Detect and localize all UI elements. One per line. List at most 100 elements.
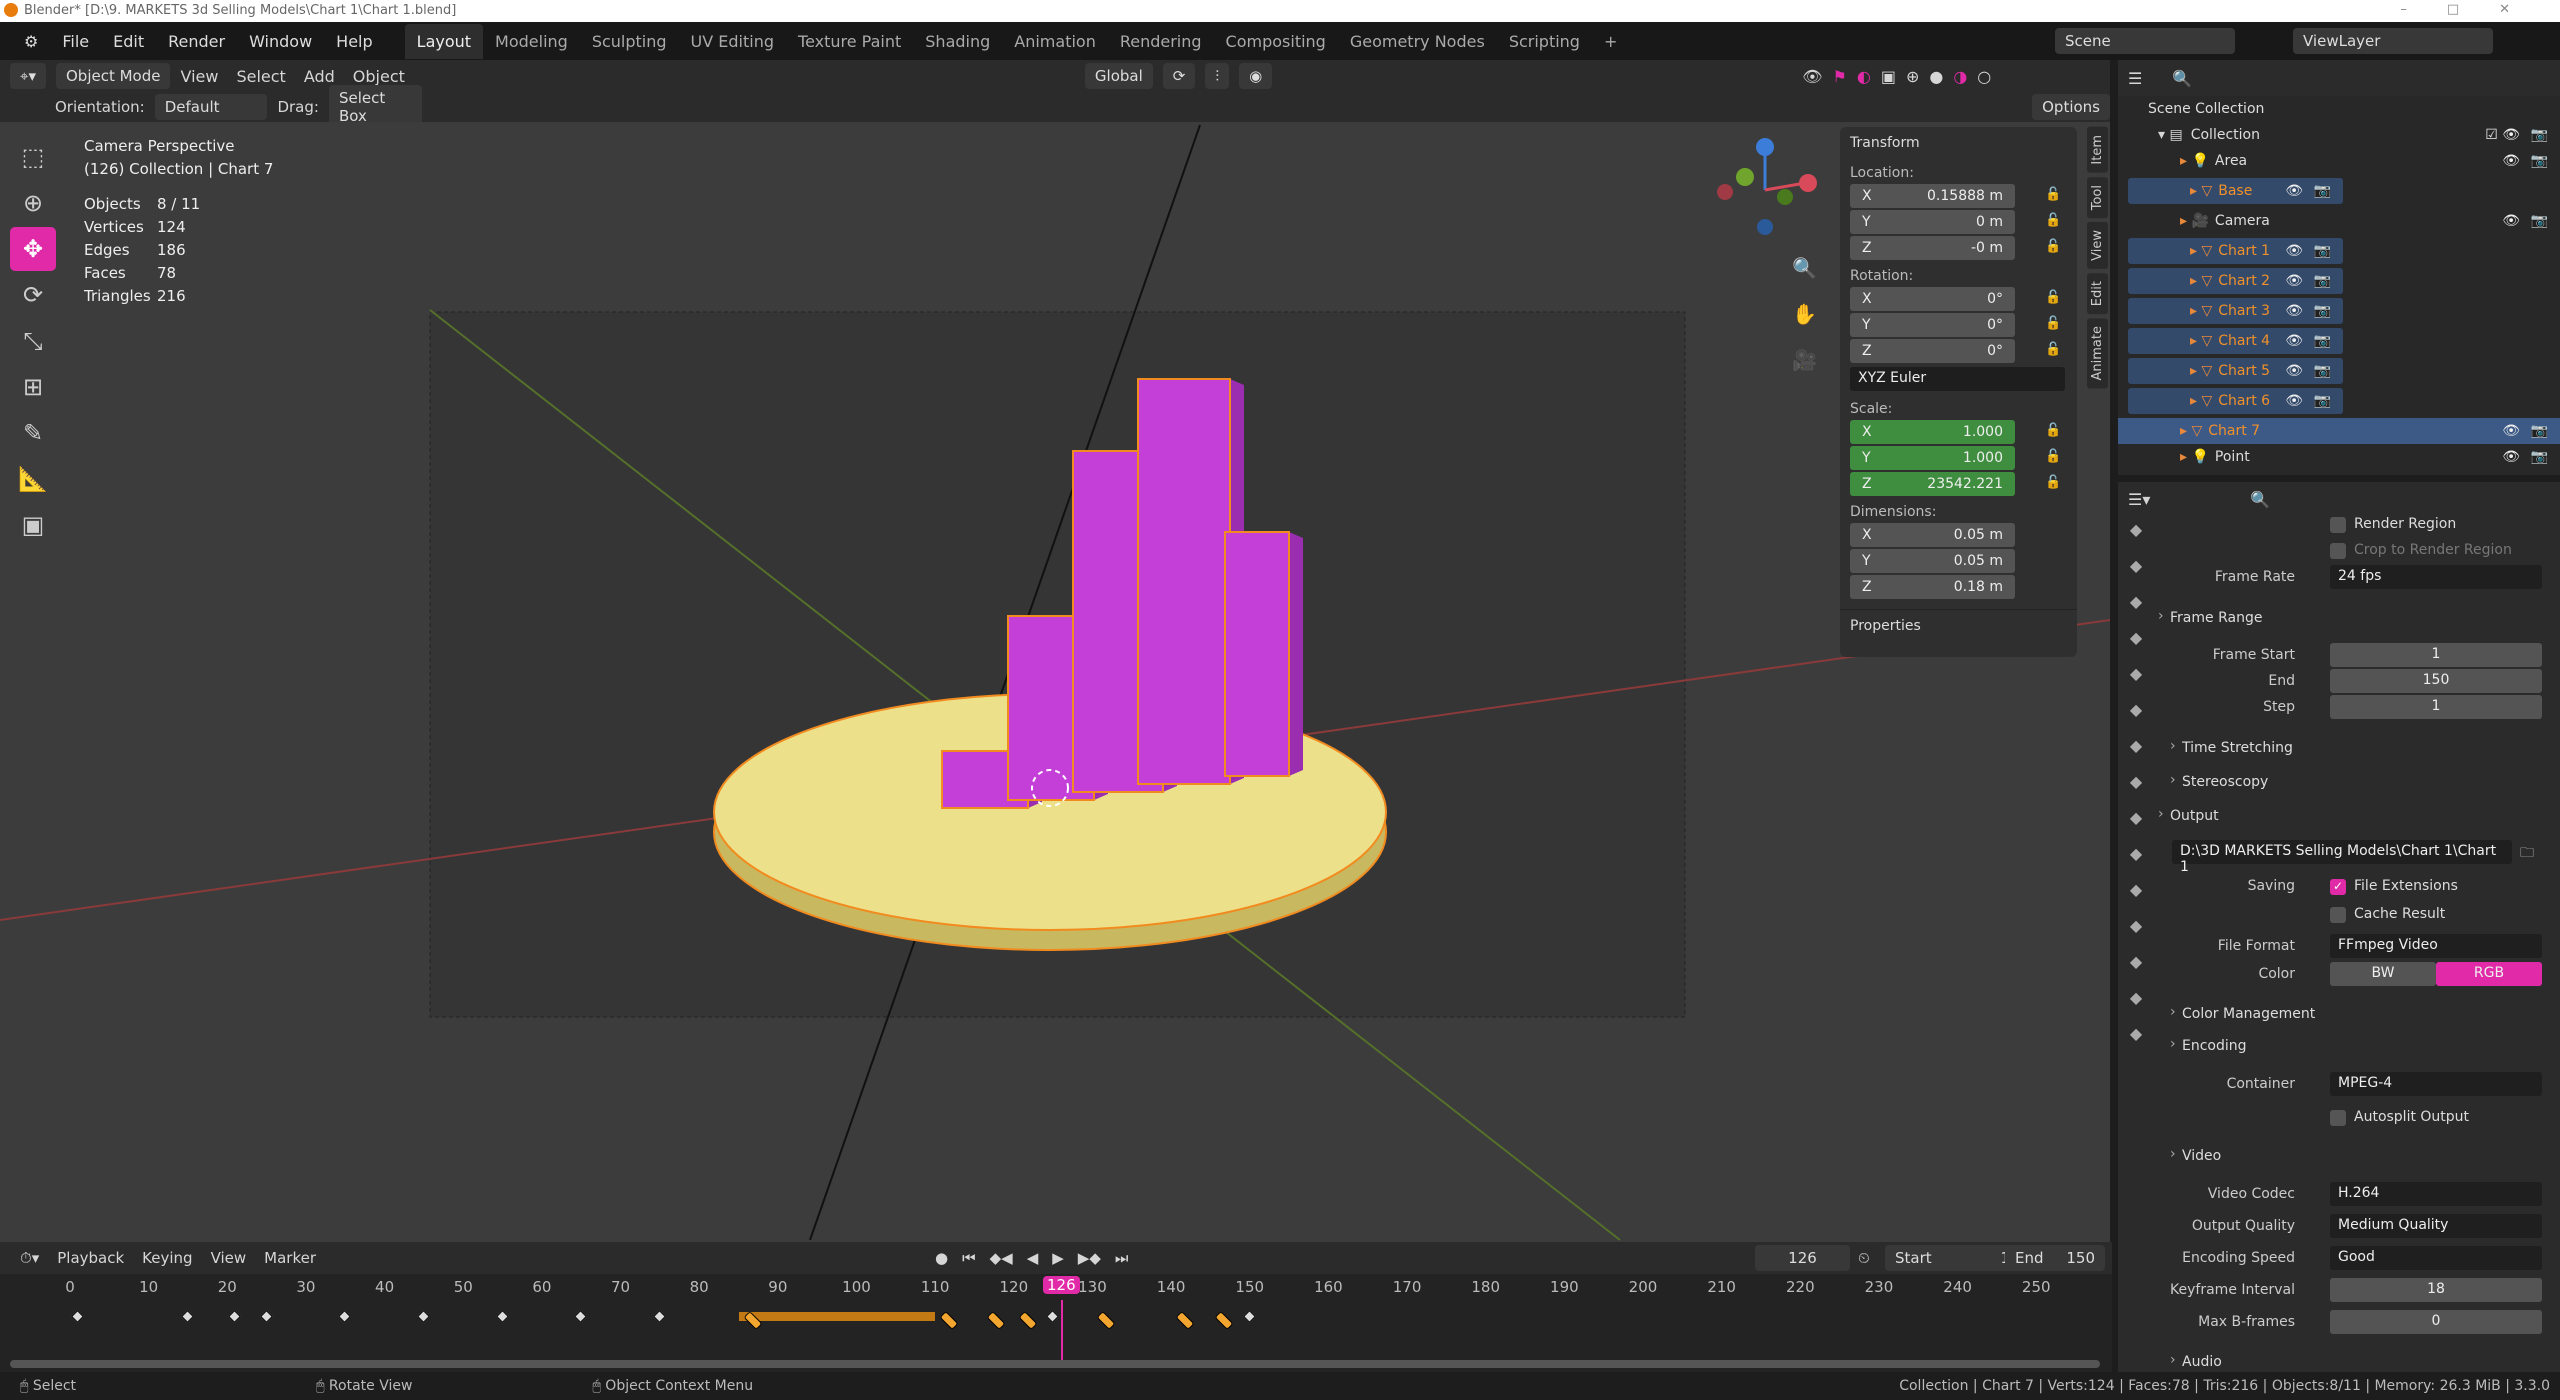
folder-icon[interactable]: 🗀 [2520, 845, 2534, 861]
checkbox-cache-result[interactable] [2330, 907, 2346, 923]
lock-icon[interactable]: 🔓 [2045, 342, 2062, 357]
keyframe[interactable] [1214, 1310, 1234, 1331]
move-icon[interactable]: ✥ [10, 227, 56, 271]
eye-icon[interactable]: 👁 [2502, 449, 2520, 465]
output-path-field[interactable]: D:\3D MARKETS Selling Models\Chart 1\Cha… [2172, 840, 2512, 875]
quality-field[interactable]: Medium Quality [2330, 1214, 2542, 1238]
lock-icon[interactable]: 🔓 [2045, 449, 2062, 464]
solid-shading-icon[interactable]: ● [1929, 66, 1944, 86]
checkbox-render-region[interactable] [2330, 517, 2346, 533]
speed-field[interactable]: Good [2330, 1246, 2542, 1270]
keyframe[interactable] [259, 1310, 273, 1323]
scene-collection[interactable]: Scene Collection [2148, 101, 2265, 117]
playhead[interactable]: 126 [1042, 1276, 1080, 1294]
props-tab-physics-icon[interactable]: ◆ [2129, 880, 2143, 899]
props-tab-object-icon[interactable]: ◆ [2129, 772, 2143, 791]
collection-row[interactable]: Collection [2190, 127, 2260, 143]
render-camera-icon[interactable]: 📷 [2530, 153, 2548, 169]
tab-modeling[interactable]: Modeling [495, 31, 568, 51]
keyframe[interactable] [939, 1310, 959, 1331]
snap-button[interactable]: ⫶ [1205, 63, 1230, 89]
header-menu-add[interactable]: Add [303, 66, 335, 86]
timeline-scrollbar[interactable] [10, 1360, 2100, 1368]
keyframe[interactable] [417, 1310, 430, 1323]
panel-time-stretching[interactable]: Time Stretching [2182, 740, 2293, 756]
timeline-menu-playback[interactable]: Playback [57, 1249, 125, 1267]
visibility-icon[interactable]: 👁 [1802, 66, 1823, 86]
location-y-field[interactable]: Y 0 m 🔓 [1850, 210, 2061, 234]
overlay-icon[interactable]: ◐ [1856, 66, 1871, 86]
drag-selector[interactable]: Select Box [328, 85, 423, 129]
outliner-item-name[interactable]: Base [2218, 183, 2253, 199]
props-tab-scene-icon[interactable]: ◆ [2129, 664, 2143, 683]
chart-bar[interactable] [1137, 378, 1231, 785]
props-tab-modifier-icon[interactable]: ◆ [2129, 808, 2143, 827]
rendered-shading-icon[interactable]: ○ [1977, 66, 1992, 86]
end-frame-field[interactable]: End 150 [2005, 1245, 2105, 1271]
rotation-x-field[interactable]: X 0° 🔓 [1850, 287, 2061, 311]
transform-icon[interactable]: ⊞ [22, 373, 44, 401]
editor-type-button[interactable]: ⌖▾ [10, 63, 46, 89]
checkbox-crop[interactable] [2330, 543, 2346, 559]
outliner-item-name[interactable]: Chart 3 [2218, 303, 2271, 319]
eye-icon[interactable]: 👁 [2285, 183, 2303, 199]
tab-rendering[interactable]: Rendering [1119, 31, 1202, 51]
outliner-item[interactable]: ▸ ▽ Chart 3 👁 📷 [2128, 298, 2343, 324]
header-menu-select[interactable]: Select [236, 66, 286, 86]
render-camera-icon[interactable]: 📷 [2530, 449, 2548, 465]
outliner-item[interactable]: ▸ ▽ Base 👁 📷 [2128, 178, 2343, 204]
tab--[interactable]: + [1603, 31, 1618, 51]
props-tab-material-icon[interactable]: ◆ [2129, 988, 2143, 1007]
outliner-item[interactable]: ▸ 💡 Area 👁 📷 [2118, 148, 2560, 174]
rotate-icon[interactable]: ⟳ [22, 281, 44, 309]
outliner-item-name[interactable]: Point [2214, 449, 2250, 465]
keyframe[interactable] [574, 1310, 588, 1323]
sidebar-tab-edit[interactable]: Edit [2087, 272, 2108, 314]
checkbox-autosplit[interactable] [2330, 1110, 2346, 1126]
outliner-item-name[interactable]: Chart 6 [2218, 393, 2271, 409]
play-icon[interactable]: ▶ [1052, 1249, 1064, 1267]
keyframe[interactable] [1096, 1310, 1116, 1331]
step-field[interactable]: 1 [2330, 695, 2542, 719]
menu-help[interactable]: Help [336, 31, 373, 51]
3d-cursor[interactable] [1031, 769, 1069, 807]
container-field[interactable]: MPEG-4 [2330, 1072, 2542, 1096]
scale-x-field[interactable]: X 1.000 🔓 [1850, 420, 2061, 444]
editor-type-icon[interactable]: ☰▾ [2128, 489, 2151, 509]
panel-video[interactable]: Video [2182, 1148, 2222, 1164]
props-tab-output-icon[interactable]: ◆ [2129, 592, 2143, 611]
render-camera-icon[interactable]: 📷 [2313, 183, 2331, 199]
keyframe[interactable] [1175, 1310, 1195, 1331]
3d-viewport[interactable] [0, 122, 2110, 1242]
render-camera-icon[interactable]: 📷 [2530, 213, 2548, 229]
pan-hand-icon[interactable]: ✋ [1792, 302, 1817, 326]
navigation-gizmo[interactable] [1710, 135, 1820, 245]
measure-icon[interactable]: 📐 [18, 465, 48, 493]
eye-icon[interactable]: 👁 [2285, 273, 2303, 289]
outliner-item[interactable]: ▸ ▽ Chart 1 👁 📷 [2128, 238, 2343, 264]
blender-menu-icon[interactable]: ⚙ [24, 31, 39, 51]
wireframe-shading-icon[interactable]: ⊕ [1905, 66, 1920, 86]
keyframe[interactable] [1046, 1310, 1059, 1323]
add-cube-icon[interactable]: ▣ [21, 511, 45, 539]
keyframe[interactable] [653, 1310, 666, 1323]
lock-icon[interactable]: 🔓 [2045, 475, 2062, 490]
keyframe[interactable] [181, 1310, 194, 1323]
search-icon[interactable]: 🔍 [2250, 489, 2271, 509]
menu-file[interactable]: File [62, 31, 90, 51]
lock-icon[interactable]: 🔓 [2045, 239, 2062, 254]
codec-field[interactable]: H.264 [2330, 1182, 2542, 1206]
sidebar-tab-view[interactable]: View [2087, 221, 2108, 269]
menu-render[interactable]: Render [168, 31, 226, 51]
prev-key-icon[interactable]: ◆◀ [989, 1249, 1013, 1267]
rotation-z-field[interactable]: Z 0° 🔓 [1850, 339, 2061, 363]
eye-icon[interactable]: 👁 [2285, 333, 2303, 349]
tab-texture-paint[interactable]: Texture Paint [798, 31, 902, 51]
props-tab-world-icon[interactable]: ◆ [2129, 700, 2143, 719]
outliner-item[interactable]: ▸ 🎥 Camera 👁 📷 [2118, 208, 2560, 234]
rotation-y-field[interactable]: Y 0° 🔓 [1850, 313, 2061, 337]
keyframe[interactable] [1242, 1310, 1256, 1323]
tab-geometry-nodes[interactable]: Geometry Nodes [1349, 31, 1485, 51]
props-tab-collection-icon[interactable]: ◆ [2129, 736, 2143, 755]
outliner-item[interactable]: ▸ 💡 Point 👁 📷 [2118, 444, 2560, 470]
